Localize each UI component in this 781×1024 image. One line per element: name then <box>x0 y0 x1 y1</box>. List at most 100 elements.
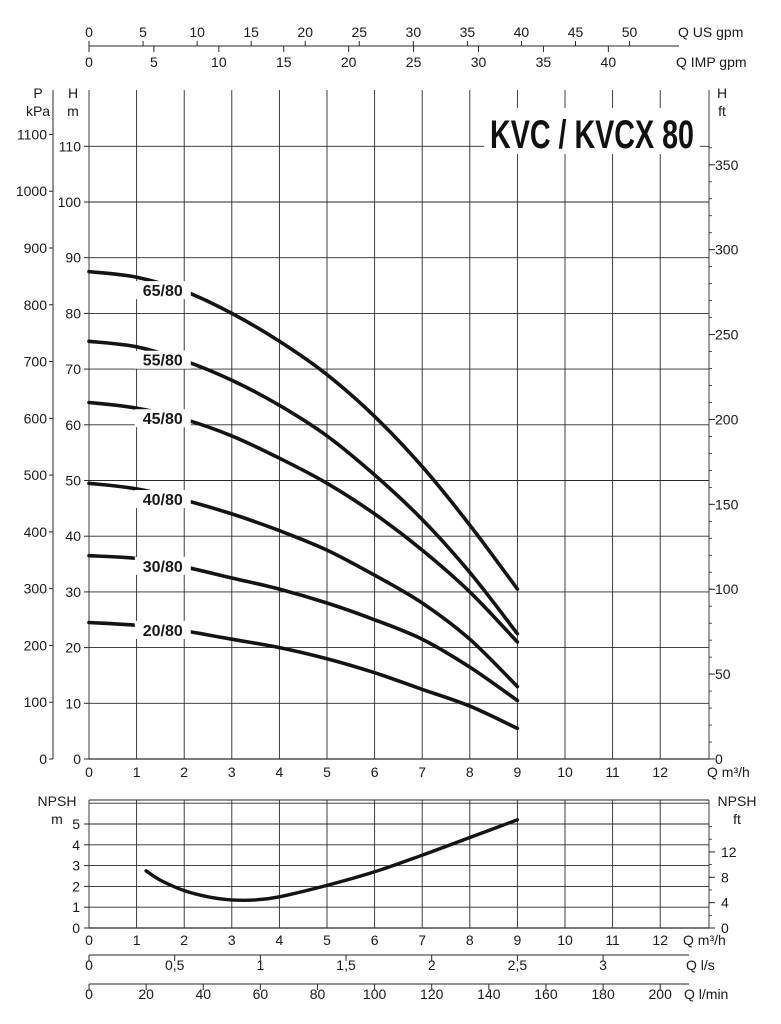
us-gpm-tick-label: 5 <box>139 24 147 40</box>
q-ls-tick-label: 2 <box>428 957 436 973</box>
npsh-curve <box>144 818 520 902</box>
p-kpa-tick-label: 100 <box>24 694 48 710</box>
q-lmin-tick-label: 160 <box>534 986 558 1002</box>
main-x-tick-label: 0 <box>85 764 93 780</box>
npsh-m-axis-label-bottom: m <box>51 811 63 827</box>
q-ls-tick-label: 0 <box>85 957 93 973</box>
q-ls-tick-label: 0,5 <box>165 957 185 973</box>
npsh-ft-axis-label-top: NPSH <box>718 793 757 809</box>
axes: 0102030405060708090100110Hm0100200300400… <box>16 24 757 1002</box>
q-lmin-tick-label: 20 <box>138 986 154 1002</box>
h-m-tick-label: 100 <box>58 194 82 210</box>
npsh-x-tick-label: 2 <box>180 932 188 948</box>
npsh-grid <box>88 799 710 929</box>
h-ft-tick-label: 250 <box>715 327 739 343</box>
q-lmin-tick-label: 120 <box>420 986 444 1002</box>
imp-gpm-tick-label: 10 <box>211 54 227 70</box>
us-gpm-tick-label: 30 <box>406 24 422 40</box>
npsh-m-tick-label: 4 <box>72 837 80 853</box>
main-grid <box>88 90 710 760</box>
p-kpa-tick-label: 900 <box>24 240 48 256</box>
us-gpm-tick-label: 25 <box>351 24 367 40</box>
q-lmin-tick-label: 40 <box>195 986 211 1002</box>
q-ls-tick-label: 3 <box>599 957 607 973</box>
npsh-x-tick-label: 9 <box>514 932 522 948</box>
performance-curves: 65/80 55/80 45/80 40/80 30/80 20/80 <box>87 269 520 731</box>
h-ft-tick-label: 50 <box>715 666 731 682</box>
h-m-tick-label: 70 <box>65 361 81 377</box>
h-m-tick-label: 80 <box>65 305 81 321</box>
q-lmin-tick-label: 0 <box>85 986 93 1002</box>
us-gpm-tick-label: 40 <box>514 24 530 40</box>
q-ls-tick-label: 1,5 <box>336 957 356 973</box>
main-x-tick-label: 10 <box>557 764 573 780</box>
q-ls-tick-label: 1 <box>256 957 264 973</box>
us-gpm-tick-label: 50 <box>622 24 638 40</box>
main-x-tick-label: 2 <box>180 764 188 780</box>
us-gpm-tick-label: 20 <box>297 24 313 40</box>
npsh-x-tick-label: 1 <box>133 932 141 948</box>
h-m-tick-label: 20 <box>65 640 81 656</box>
curve-label-background <box>134 620 191 639</box>
h-ft-tick-label: 300 <box>715 242 739 258</box>
imp-gpm-tick-label: 25 <box>406 54 422 70</box>
curve-45-80 <box>87 400 520 644</box>
npsh-x-tick-label: 6 <box>371 932 379 948</box>
main-x-tick-label: 12 <box>652 764 668 780</box>
imp-gpm-tick-label: 20 <box>341 54 357 70</box>
h-m-tick-label: 40 <box>65 528 81 544</box>
h-ft-tick-label: 150 <box>715 496 739 512</box>
npsh-m-tick-label: 5 <box>72 816 80 832</box>
chart-title-text: KVC / KVCX 80 <box>490 113 694 157</box>
imp-gpm-tick-label: 30 <box>471 54 487 70</box>
imp-gpm-tick-label: 0 <box>85 54 93 70</box>
p-kpa-tick-label: 500 <box>24 467 48 483</box>
npsh-x-tick-label: 4 <box>276 932 284 948</box>
us-gpm-tick-label: 0 <box>85 24 93 40</box>
h-ft-axis-label-top: H <box>717 85 727 101</box>
imp-gpm-axis-label: Q IMP gpm <box>676 54 747 70</box>
main-x-tick-label: 1 <box>133 764 141 780</box>
npsh-m-axis-label-top: NPSH <box>38 793 77 809</box>
title-background <box>484 108 700 154</box>
p-kpa-tick-label: 600 <box>24 410 48 426</box>
npsh-x-tick-label: 3 <box>228 932 236 948</box>
p-kpa-tick-label: 300 <box>24 581 48 597</box>
p-kpa-axis-label-bottom: kPa <box>26 103 50 119</box>
main-x-tick-label: 11 <box>605 764 620 780</box>
npsh-x-tick-label: 12 <box>652 932 668 948</box>
main-x-tick-label: 4 <box>276 764 284 780</box>
h-m-tick-label: 30 <box>65 584 81 600</box>
us-gpm-tick-label: 35 <box>460 24 476 40</box>
curve-label-45-80: 45/80 <box>143 411 183 428</box>
curve-label-background <box>134 350 191 369</box>
curve-label-55-80: 55/80 <box>143 353 183 370</box>
h-m-tick-label: 90 <box>65 250 81 266</box>
h-m-axis-label-bottom: m <box>67 103 79 119</box>
h-m-tick-label: 60 <box>65 417 81 433</box>
h-m-tick-label: 10 <box>65 695 81 711</box>
h-ft-tick-label: 200 <box>715 411 739 427</box>
npsh-curve-group <box>144 818 520 902</box>
us-gpm-tick-label: 10 <box>189 24 205 40</box>
q-lmin-tick-label: 140 <box>477 986 501 1002</box>
h-m-tick-label: 110 <box>59 138 82 154</box>
h-ft-tick-label: 0 <box>715 751 723 767</box>
chart-title: KVC / KVCX 80 <box>484 108 700 157</box>
npsh-x-tick-label: 5 <box>323 932 331 948</box>
us-gpm-tick-label: 45 <box>568 24 584 40</box>
npsh-ft-tick-label: 0 <box>721 920 729 936</box>
h-m-axis-label-top: H <box>68 85 78 101</box>
imp-gpm-tick-label: 40 <box>601 54 617 70</box>
q-lmin-tick-label: 60 <box>253 986 269 1002</box>
curve-label-background <box>134 409 191 428</box>
curve-55-80 <box>87 339 520 636</box>
imp-gpm-tick-label: 5 <box>150 54 158 70</box>
npsh-ft-axis-label-bottom: ft <box>733 811 741 827</box>
npsh-x-tick-label: 11 <box>605 932 620 948</box>
p-kpa-tick-label: 200 <box>24 637 48 653</box>
q-lmin-tick-label: 180 <box>591 986 615 1002</box>
p-kpa-axis-label-top: P <box>33 85 42 101</box>
h-ft-tick-label: 350 <box>715 157 739 173</box>
